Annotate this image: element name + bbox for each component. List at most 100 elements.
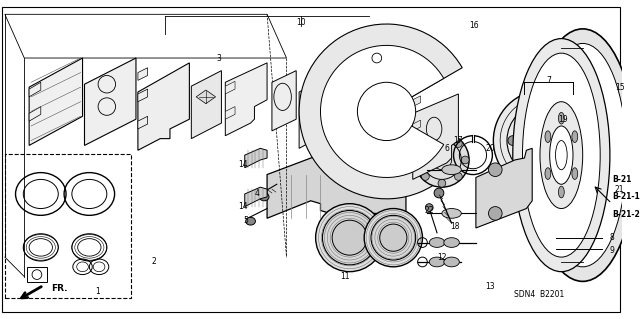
Polygon shape xyxy=(476,148,532,228)
Ellipse shape xyxy=(524,163,533,172)
Ellipse shape xyxy=(454,140,462,147)
Ellipse shape xyxy=(594,170,602,184)
Text: 14: 14 xyxy=(238,202,248,211)
Text: 17: 17 xyxy=(454,136,463,145)
Polygon shape xyxy=(196,90,216,104)
Text: B-21: B-21 xyxy=(612,175,631,184)
Ellipse shape xyxy=(422,173,429,180)
Text: 20: 20 xyxy=(486,144,495,153)
Polygon shape xyxy=(191,70,221,139)
Ellipse shape xyxy=(332,220,367,255)
Ellipse shape xyxy=(488,163,502,176)
Text: 6: 6 xyxy=(444,144,449,153)
Ellipse shape xyxy=(438,133,446,141)
Polygon shape xyxy=(225,81,235,94)
Text: B-21-1: B-21-1 xyxy=(612,192,639,201)
Text: B-21-2: B-21-2 xyxy=(612,210,639,219)
Ellipse shape xyxy=(579,105,587,118)
Text: 12: 12 xyxy=(437,253,447,262)
Polygon shape xyxy=(413,94,458,179)
Text: 9: 9 xyxy=(609,246,614,255)
Ellipse shape xyxy=(454,173,462,180)
Ellipse shape xyxy=(442,165,461,174)
Text: 8: 8 xyxy=(609,233,614,242)
Ellipse shape xyxy=(524,109,533,118)
Text: 19: 19 xyxy=(559,115,568,124)
Ellipse shape xyxy=(594,126,602,140)
Polygon shape xyxy=(29,107,41,121)
Polygon shape xyxy=(29,82,41,97)
Text: 7: 7 xyxy=(547,76,551,85)
Ellipse shape xyxy=(434,188,444,198)
Bar xyxy=(27,267,47,282)
Ellipse shape xyxy=(442,209,461,218)
Ellipse shape xyxy=(564,170,572,184)
Ellipse shape xyxy=(380,224,407,251)
Ellipse shape xyxy=(426,204,433,211)
Ellipse shape xyxy=(438,179,446,187)
Wedge shape xyxy=(321,45,444,177)
Text: 2: 2 xyxy=(151,257,156,266)
Ellipse shape xyxy=(415,156,422,164)
Ellipse shape xyxy=(569,121,596,189)
Ellipse shape xyxy=(429,257,445,267)
Ellipse shape xyxy=(444,238,460,248)
Polygon shape xyxy=(413,147,420,158)
Polygon shape xyxy=(413,120,420,131)
Polygon shape xyxy=(225,107,235,119)
Ellipse shape xyxy=(461,156,469,164)
Text: 16: 16 xyxy=(469,21,479,30)
Polygon shape xyxy=(272,70,296,131)
Polygon shape xyxy=(225,63,267,136)
Ellipse shape xyxy=(259,193,269,201)
Wedge shape xyxy=(299,24,462,199)
Text: 21: 21 xyxy=(615,185,625,194)
Ellipse shape xyxy=(550,126,573,184)
Polygon shape xyxy=(138,63,189,150)
Ellipse shape xyxy=(246,217,255,225)
Text: 22: 22 xyxy=(424,206,434,215)
Ellipse shape xyxy=(522,53,600,257)
Text: 18: 18 xyxy=(450,221,460,231)
Ellipse shape xyxy=(364,209,422,267)
Ellipse shape xyxy=(316,204,383,272)
Text: 4: 4 xyxy=(255,189,260,198)
Ellipse shape xyxy=(554,163,564,172)
Text: 15: 15 xyxy=(615,83,625,92)
Text: 1: 1 xyxy=(95,286,99,296)
Polygon shape xyxy=(299,80,321,148)
Polygon shape xyxy=(413,96,420,107)
Polygon shape xyxy=(267,145,406,218)
Ellipse shape xyxy=(508,136,518,145)
Text: 13: 13 xyxy=(486,282,495,291)
Text: SDN4  B2201: SDN4 B2201 xyxy=(514,290,564,299)
Ellipse shape xyxy=(488,207,502,220)
Polygon shape xyxy=(138,68,148,80)
Ellipse shape xyxy=(545,168,551,179)
Ellipse shape xyxy=(357,82,415,141)
Ellipse shape xyxy=(429,238,445,248)
Ellipse shape xyxy=(572,131,578,143)
Text: 10: 10 xyxy=(296,18,306,26)
Polygon shape xyxy=(244,187,267,207)
Ellipse shape xyxy=(513,39,610,272)
Ellipse shape xyxy=(545,131,551,143)
Text: 5: 5 xyxy=(243,216,248,225)
Ellipse shape xyxy=(539,43,627,267)
Polygon shape xyxy=(244,148,267,168)
Text: FR.: FR. xyxy=(51,284,68,293)
Ellipse shape xyxy=(559,186,564,198)
Text: 11: 11 xyxy=(340,272,349,281)
Text: 14: 14 xyxy=(238,160,248,169)
Ellipse shape xyxy=(579,192,587,206)
Ellipse shape xyxy=(570,136,580,145)
Ellipse shape xyxy=(371,215,415,260)
Polygon shape xyxy=(138,89,148,102)
Ellipse shape xyxy=(559,112,564,124)
Ellipse shape xyxy=(554,109,564,118)
Ellipse shape xyxy=(493,90,595,191)
Ellipse shape xyxy=(540,102,582,209)
Ellipse shape xyxy=(323,211,377,265)
Ellipse shape xyxy=(415,133,469,187)
Ellipse shape xyxy=(529,29,636,281)
